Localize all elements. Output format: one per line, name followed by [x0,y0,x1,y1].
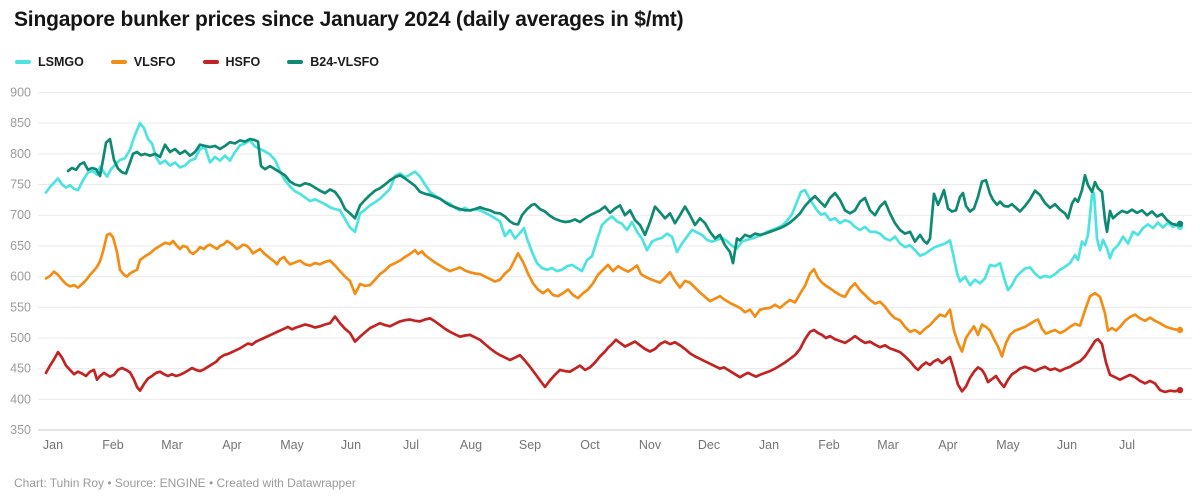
chart-footer: Chart: Tuhin Roy • Source: ENGINE • Crea… [14,476,356,490]
y-axis-tick-label: 450 [10,362,31,376]
y-axis-tick-label: 600 [10,270,31,284]
series-line-b24-vlsfo[interactable] [66,137,1182,265]
y-axis-tick-label: 800 [10,147,31,161]
x-axis-tick-label: Mar [161,438,183,452]
legend-item-hsfo: HSFO [202,55,261,69]
x-axis-tick-label: Feb [818,438,840,452]
x-axis-tick-label: Nov [639,438,662,452]
legend-item-b24-vlsfo: B24-VLSFO [287,55,379,69]
legend: LSMGO VLSFO HSFO B24-VLSFO [15,55,379,69]
x-axis-tick-label: Mar [877,438,899,452]
x-axis-tick-label: Sep [519,438,541,452]
x-axis-tick-label: Jul [403,438,419,452]
legend-label: LSMGO [38,55,84,69]
series-line-hsfo[interactable] [44,315,1182,394]
series-end-dot-b24-vlsfo [1176,220,1184,227]
x-axis-tick-label: May [996,438,1020,452]
series-end-dot-vlsfo [1176,326,1184,334]
x-axis-tick-label: Jan [759,438,779,452]
y-axis-tick-label: 850 [10,116,31,130]
y-axis-tick-label: 700 [10,208,31,222]
x-axis-tick-label: Oct [580,438,600,452]
y-axis-tick-label: 400 [10,392,31,406]
legend-label: VLSFO [133,55,176,69]
series-end-dot-hsfo [1176,386,1184,394]
series-line-vlsfo[interactable] [44,232,1182,358]
legend-swatch-icon [110,60,127,64]
x-axis-tick-label: Dec [698,438,720,452]
y-axis-tick-label: 900 [10,86,31,100]
legend-label: HSFO [225,55,261,69]
legend-label: B24-VLSFO [310,55,380,69]
x-axis-tick-label: Jan [43,438,63,452]
legend-item-lsmgo: LSMGO [15,55,84,69]
y-axis-tick-label: 350 [10,423,31,437]
x-axis-tick-label: Jul [1119,438,1135,452]
y-axis-tick-label: 750 [10,178,31,192]
series-line-lsmgo[interactable] [44,121,1182,292]
legend-item-vlsfo: VLSFO [110,55,176,69]
legend-swatch-icon [15,60,31,64]
y-axis-tick-label: 550 [10,300,31,314]
x-axis-tick-label: Jun [1057,438,1077,452]
x-axis-tick-label: Jun [341,438,361,452]
x-axis-tick-label: Apr [222,438,241,452]
x-axis-tick-label: Feb [102,438,124,452]
legend-swatch-icon [202,60,219,64]
y-axis-tick-label: 500 [10,331,31,345]
legend-swatch-icon [287,60,304,64]
x-axis-tick-label: May [280,438,304,452]
x-axis-tick-label: Apr [938,438,957,452]
page-title: Singapore bunker prices since January 20… [14,8,684,31]
y-axis-tick-label: 650 [10,239,31,253]
x-axis-tick-label: Aug [460,438,482,452]
